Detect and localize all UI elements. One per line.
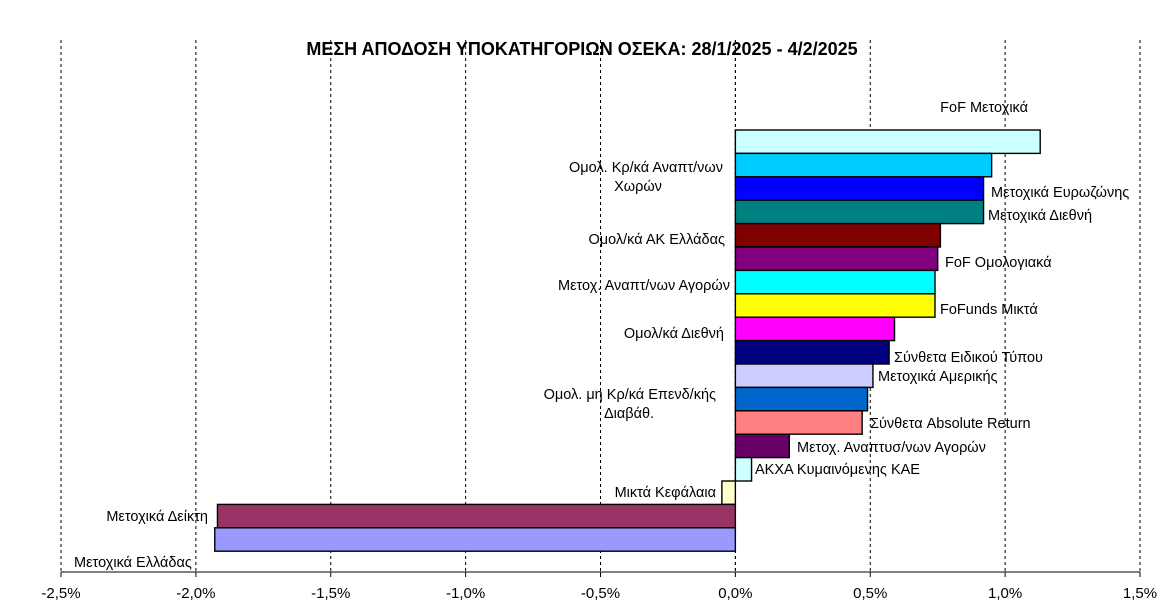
category-label: Μικτά Κεφάλαια (615, 485, 716, 501)
bar (734, 269, 936, 295)
category-label: Μετοχικά Αμερικής (878, 369, 998, 385)
bar (734, 222, 942, 248)
category-label: Σύνθετα Absolute Return (870, 416, 1031, 432)
category-label: Ομολ. Κρ/κά Αναπτ/νων Χωρών (569, 160, 723, 195)
bar (734, 176, 985, 201)
category-labels: FoF Μετοχικά Ομολ. Κρ/κά Αναπτ/νων Χωρών Με… (74, 100, 1129, 571)
x-tick-label: 0,0% (718, 585, 752, 602)
category-label: FoFunds Μικτά (940, 302, 1038, 318)
category-label: Ομολ. μη Κρ/κά Επενδ/κής Διαβάθ. (544, 387, 716, 422)
bar (734, 456, 753, 482)
category-label: ΑΚΧΑ Κυμαινόμενης ΚΑΕ (755, 462, 920, 478)
category-label: Μετοχικά Δείκτη (106, 509, 208, 525)
bar (734, 316, 896, 342)
bars (214, 129, 1041, 552)
category-label: Μετοχ. Αναπτυσ/νων Αγορών (797, 440, 986, 456)
category-label: Μετοχικά Διεθνή (988, 208, 1092, 224)
bar (734, 386, 869, 412)
category-label: FoF Μετοχικά (940, 100, 1028, 116)
x-tick-label: -0,5% (581, 585, 620, 602)
bar (734, 152, 993, 178)
bar (734, 339, 890, 365)
x-tick-label: -2,0% (176, 585, 215, 602)
category-label: Σύνθετα Ειδικού Τύπου (894, 350, 1043, 366)
bar (734, 293, 936, 318)
bar (734, 246, 939, 272)
bar (216, 503, 737, 529)
category-label: Μετοχ. Αναπτ/νων Αγορών (558, 278, 730, 294)
x-tick-label: -1,0% (446, 585, 485, 602)
x-tick-label: 0,5% (853, 585, 887, 602)
bar (734, 410, 863, 435)
x-tick-label: -2,5% (41, 585, 80, 602)
bar (214, 527, 737, 552)
x-tick-labels: -2,5% -2,0% -1,5% -1,0% -0,5% 0,0% 0,5% 1,0% 1,5… (41, 585, 1157, 602)
category-label: Μετοχικά Ελλάδας (74, 555, 192, 571)
category-label: FoF Ομολογιακά (945, 255, 1052, 271)
bar (734, 199, 985, 225)
category-label: Μετοχικά Ευρωζώνης (991, 185, 1129, 201)
bar (734, 129, 1041, 155)
bar (734, 363, 874, 389)
x-tick-label: -1,5% (311, 585, 350, 602)
bar (734, 433, 791, 459)
chart-title: ΜΕΣΗ ΑΠΟΔΟΣΗ ΥΠΟΚΑΤΗΓΟΡΙΩΝ ΟΣΕΚΑ: 28/1/2… (306, 39, 857, 59)
x-tick-label: 1,5% (1123, 585, 1157, 602)
bar (721, 480, 737, 506)
category-label: Ομολ/κά ΑΚ Ελλάδας (588, 232, 725, 248)
category-label: Ομολ/κά Διεθνή (624, 326, 724, 342)
x-tick-label: 1,0% (988, 585, 1022, 602)
